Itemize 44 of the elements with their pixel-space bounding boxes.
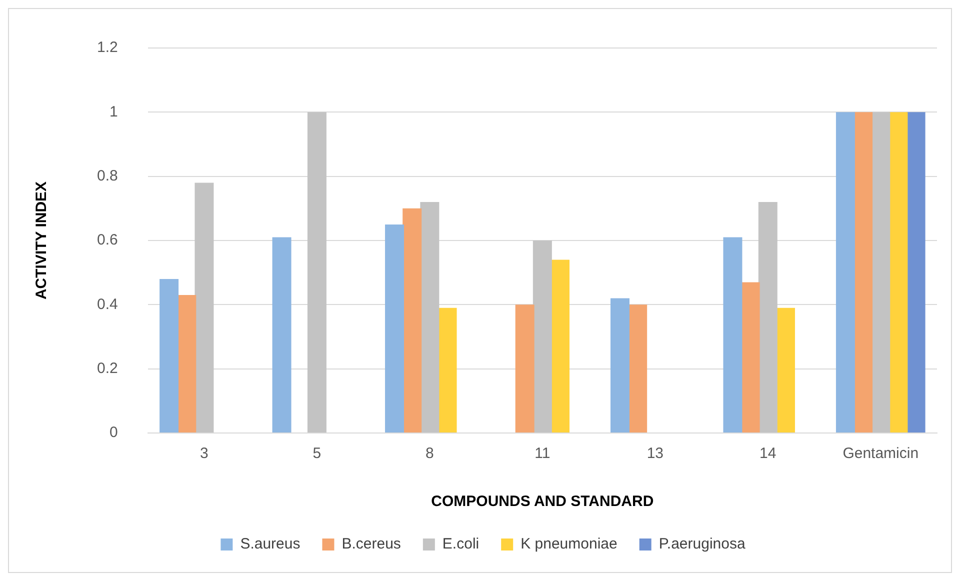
y-tick-label: 0 (110, 424, 118, 442)
bar (888, 112, 908, 432)
bar (610, 298, 630, 432)
bar (307, 112, 326, 432)
bar (836, 112, 855, 432)
bar (776, 308, 795, 432)
bar (723, 237, 742, 432)
bar (740, 282, 760, 432)
bar (906, 112, 926, 432)
x-tick-label: 3 (200, 445, 208, 462)
y-tick-label: 0.2 (96, 360, 118, 377)
bar (420, 202, 440, 432)
y-axis-title: ACTIVITY INDEX (33, 181, 50, 300)
bar (628, 304, 648, 432)
x-tick-label: Gentamicin (842, 445, 919, 462)
bar (871, 112, 890, 432)
x-axis-title: COMPOUNDS AND STANDARD (431, 493, 654, 510)
x-tick-label: 13 (646, 445, 664, 462)
bar (550, 260, 570, 432)
legend-label: E.coli (442, 536, 480, 553)
bar (438, 308, 457, 432)
y-tick-label: 1 (110, 103, 118, 120)
legend-label: P.aeruginosa (658, 536, 746, 553)
y-tick-label: 0.6 (96, 232, 118, 249)
y-tick-label: 1.2 (96, 39, 118, 56)
bar (758, 202, 778, 432)
x-tick-label: 11 (534, 445, 550, 462)
bar (385, 224, 404, 432)
legend-label: S.aureus (240, 536, 300, 553)
bar (515, 304, 534, 432)
bar (854, 112, 873, 432)
x-tick-label: 14 (760, 445, 776, 462)
bar (177, 295, 196, 432)
bar (272, 237, 292, 432)
legend-label: B.cereus (342, 536, 401, 553)
bar (402, 208, 422, 432)
y-tick-label: 0.4 (96, 296, 118, 313)
bar (194, 182, 214, 432)
y-tick-label: 0.8 (96, 167, 118, 184)
x-tick-label: 5 (312, 445, 322, 462)
legend-label: K pneumoniae (520, 536, 618, 553)
bar (160, 279, 179, 432)
bar (532, 240, 552, 432)
x-tick-label: 8 (426, 445, 434, 462)
